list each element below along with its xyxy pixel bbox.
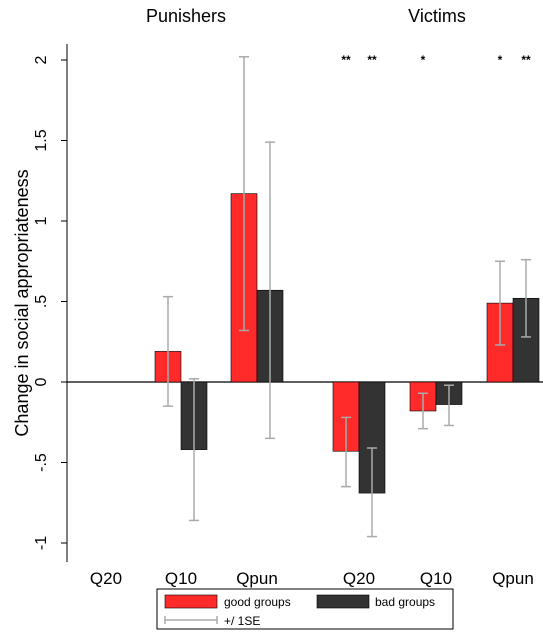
y-axis-title: Change in social appropriateness	[12, 169, 32, 436]
y-tick-label: .5	[33, 295, 50, 308]
panel-titles: Punishers Victims	[146, 6, 466, 26]
legend: good groups bad groups +/ 1SE	[156, 588, 454, 630]
significance-markers: ** ** * * **	[341, 53, 531, 67]
category-label: Q10	[165, 569, 197, 588]
category-label: Q20	[90, 569, 122, 588]
category-label: Qpun	[236, 569, 278, 588]
legend-label-bad: bad groups	[375, 595, 435, 609]
significance-marker: *	[498, 53, 503, 67]
legend-swatch-bad	[316, 594, 370, 609]
y-tick-label: -1	[33, 536, 50, 550]
category-label: Q10	[420, 569, 452, 588]
y-tick-label: 2	[33, 55, 50, 64]
category-label: Q20	[343, 569, 375, 588]
panel-title: Punishers	[146, 6, 226, 26]
panel-title: Victims	[408, 6, 466, 26]
category-labels: Q20 Q10 Qpun Q20 Q10 Qpun	[90, 569, 534, 588]
legend-label-good: good groups	[224, 595, 291, 609]
y-axis: 21.51.50-.5-1	[33, 44, 68, 562]
category-label: Qpun	[492, 569, 534, 588]
error-bars	[163, 56, 531, 538]
significance-marker: **	[367, 53, 377, 67]
bars	[79, 193, 540, 494]
legend-swatch-good	[164, 594, 218, 609]
significance-marker: *	[421, 53, 426, 67]
significance-marker: **	[521, 53, 531, 67]
significance-marker: **	[341, 53, 351, 67]
y-tick-label: 1	[33, 216, 50, 225]
y-tick-label: 1.5	[33, 129, 50, 151]
y-tick-label: 0	[33, 377, 50, 386]
y-tick-label: -.5	[33, 453, 50, 472]
legend-label-errorbar: +/ 1SE	[224, 614, 260, 628]
